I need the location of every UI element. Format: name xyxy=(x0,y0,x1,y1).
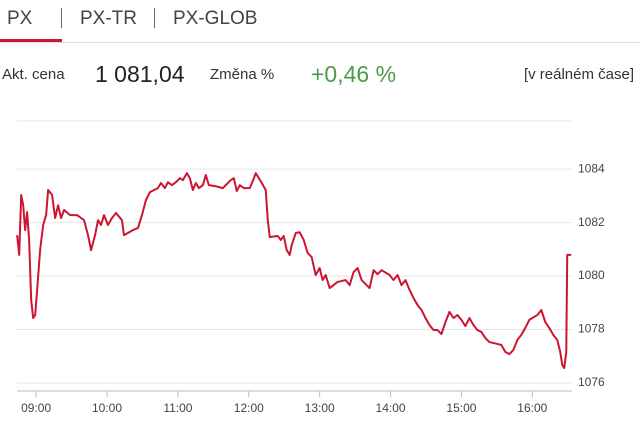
x-tick-label: 14:00 xyxy=(376,401,406,415)
y-tick-label: 1082 xyxy=(578,215,605,229)
x-tick-label: 11:00 xyxy=(163,401,192,415)
price-label: Akt. cena xyxy=(2,66,65,83)
y-tick-label: 1078 xyxy=(578,322,605,336)
tab[interactable]: PX-GLOB xyxy=(173,8,258,29)
separator xyxy=(154,8,155,28)
tab[interactable]: PX-TR xyxy=(80,8,137,29)
x-tick-label: 16:00 xyxy=(517,401,547,415)
realtime-note: [v reálném čase] xyxy=(523,66,634,83)
x-tick-label: 12:00 xyxy=(234,401,264,415)
divider xyxy=(0,42,640,43)
price: 1 081,04 xyxy=(95,61,185,87)
x-tick-label: 10:00 xyxy=(92,401,122,415)
y-tick-label: 1076 xyxy=(578,375,605,389)
x-tick-label: 13:00 xyxy=(305,401,335,415)
x-tick-label: 09:00 xyxy=(21,401,51,415)
change-label: Změna % xyxy=(210,66,275,83)
separator xyxy=(61,8,62,28)
active-indicator xyxy=(0,39,62,42)
y-tick-label: 1080 xyxy=(578,268,605,282)
x-tick-label: 15:00 xyxy=(446,401,476,415)
tab[interactable]: PX xyxy=(7,8,33,29)
price-line xyxy=(16,172,572,370)
y-tick-label: 1084 xyxy=(578,161,605,175)
change: +0,46 % xyxy=(311,61,397,87)
